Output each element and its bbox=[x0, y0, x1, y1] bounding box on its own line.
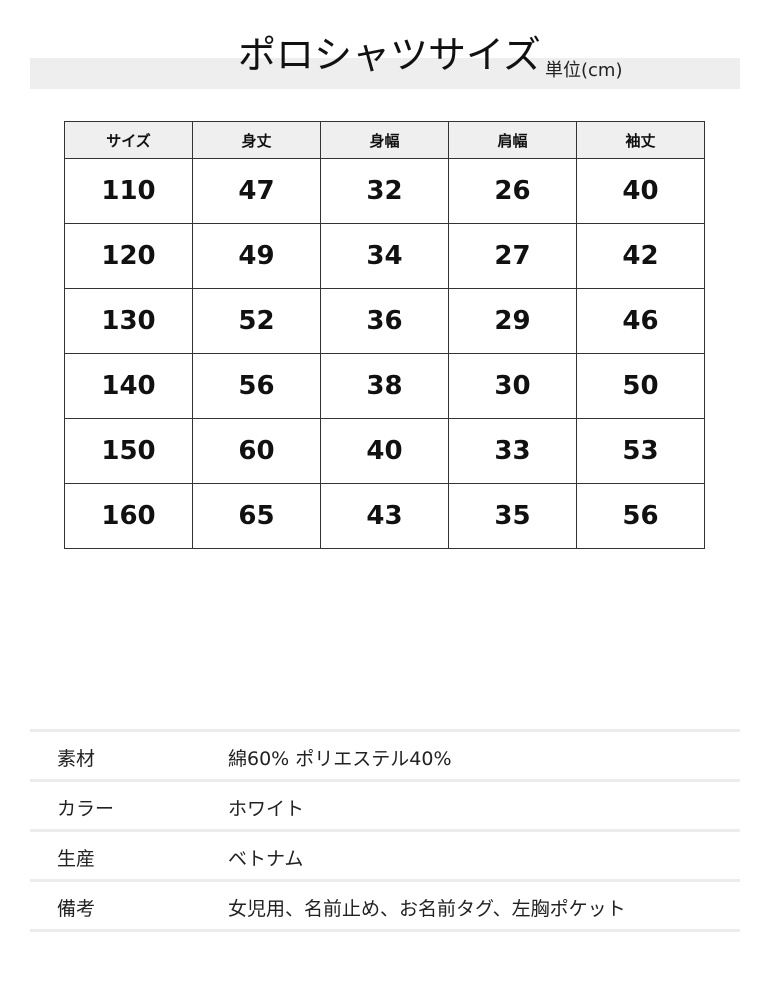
spec-row: 備考 女児用、名前止め、お名前タグ、左胸ポケット bbox=[30, 879, 740, 932]
table-cell: 120 bbox=[64, 223, 193, 289]
table-cell: 32 bbox=[320, 158, 449, 224]
table-row: 120 49 34 27 42 bbox=[64, 223, 705, 289]
table-cell: 30 bbox=[448, 353, 577, 419]
spec-value: ベトナム bbox=[228, 848, 304, 870]
table-cell: 46 bbox=[576, 288, 705, 354]
table-cell: 36 bbox=[320, 288, 449, 354]
table-cell: 53 bbox=[576, 418, 705, 484]
table-cell: 50 bbox=[576, 353, 705, 419]
table-cell: 160 bbox=[64, 483, 193, 549]
table-cell: 49 bbox=[192, 223, 321, 289]
column-header: 身丈 bbox=[192, 121, 321, 159]
table-cell: 110 bbox=[64, 158, 193, 224]
table-cell: 27 bbox=[448, 223, 577, 289]
size-table: サイズ 身丈 身幅 肩幅 袖丈 110 47 32 26 40 120 49 34 27 42 130 52 3… bbox=[64, 121, 705, 549]
table-cell: 38 bbox=[320, 353, 449, 419]
table-row: 110 47 32 26 40 bbox=[64, 158, 705, 224]
table-cell: 29 bbox=[448, 288, 577, 354]
spec-label: カラー bbox=[57, 798, 115, 820]
column-header: サイズ bbox=[64, 121, 193, 159]
spec-list: 素材 綿60% ポリエステル40% カラー ホワイト生産 ベトナム備考 女児用、名前止め、… bbox=[30, 729, 740, 932]
table-cell: 130 bbox=[64, 288, 193, 354]
table-cell: 42 bbox=[576, 223, 705, 289]
unit-label: 単位(cm) bbox=[545, 60, 623, 81]
table-cell: 43 bbox=[320, 483, 449, 549]
table-cell: 150 bbox=[64, 418, 193, 484]
column-header: 肩幅 bbox=[448, 121, 577, 159]
column-header: 袖丈 bbox=[576, 121, 705, 159]
table-cell: 65 bbox=[192, 483, 321, 549]
table-cell: 40 bbox=[320, 418, 449, 484]
page-title: ポロシャツサイズ bbox=[238, 33, 541, 77]
spec-label: 素材 bbox=[57, 748, 96, 770]
table-cell: 47 bbox=[192, 158, 321, 224]
spec-row: 生産 ベトナム bbox=[30, 829, 740, 879]
table-row: 150 60 40 33 53 bbox=[64, 418, 705, 484]
table-row: 140 56 38 30 50 bbox=[64, 353, 705, 419]
column-header: 身幅 bbox=[320, 121, 449, 159]
table-cell: 56 bbox=[192, 353, 321, 419]
size-table-header: サイズ 身丈 身幅 肩幅 袖丈 bbox=[64, 121, 705, 159]
spec-row: カラー ホワイト bbox=[30, 779, 740, 829]
spec-value: ホワイト bbox=[228, 798, 305, 820]
table-row: 130 52 36 29 46 bbox=[64, 288, 705, 354]
table-cell: 40 bbox=[576, 158, 705, 224]
table-cell: 60 bbox=[192, 418, 321, 484]
table-cell: 35 bbox=[448, 483, 577, 549]
spec-label: 生産 bbox=[57, 848, 96, 870]
title-band bbox=[30, 58, 740, 89]
spec-row: 素材 綿60% ポリエステル40% bbox=[30, 729, 740, 779]
table-cell: 33 bbox=[448, 418, 577, 484]
spec-label: 備考 bbox=[57, 898, 96, 920]
spec-value: 女児用、名前止め、お名前タグ、左胸ポケット bbox=[228, 898, 626, 920]
table-row: 160 65 43 35 56 bbox=[64, 483, 705, 549]
table-cell: 140 bbox=[64, 353, 193, 419]
table-cell: 56 bbox=[576, 483, 705, 549]
table-cell: 52 bbox=[192, 288, 321, 354]
table-cell: 34 bbox=[320, 223, 449, 289]
table-cell: 26 bbox=[448, 158, 577, 224]
spec-value: 綿60% ポリエステル40% bbox=[228, 748, 452, 770]
